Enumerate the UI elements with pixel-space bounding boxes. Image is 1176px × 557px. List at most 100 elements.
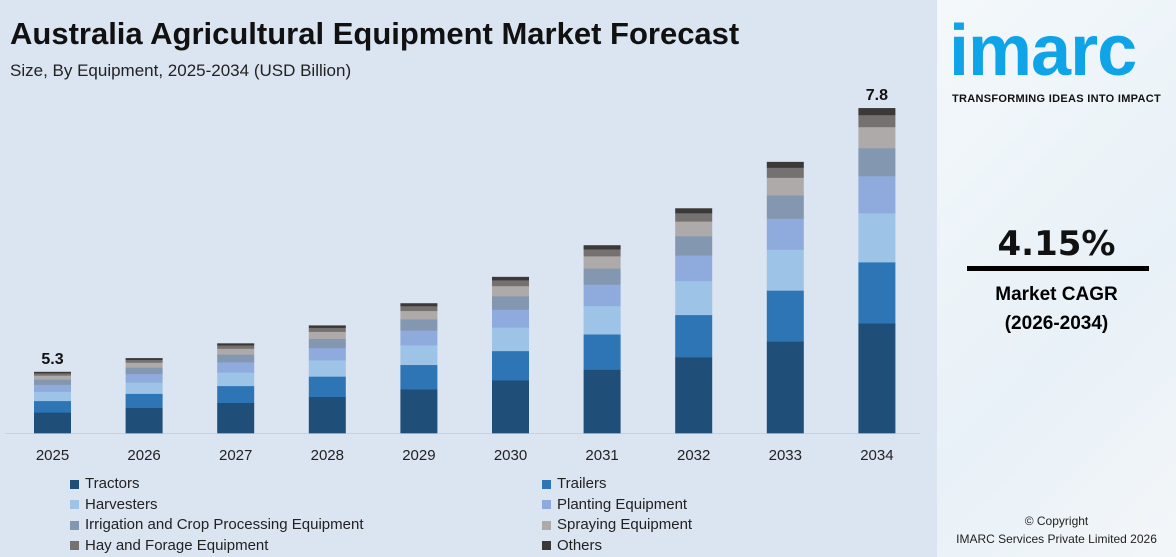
bar-segment-2025-spraying-equipment bbox=[34, 375, 71, 380]
data-label: 7.8 bbox=[866, 87, 888, 104]
x-tick-label: 2029 bbox=[402, 447, 435, 464]
company: IMARC Services Private Limited 2026 bbox=[956, 532, 1157, 546]
x-tick-label: 2031 bbox=[585, 447, 618, 464]
bar-segment-2031-tractors bbox=[583, 369, 621, 434]
legend-label: Irrigation and Crop Processing Equipment bbox=[85, 516, 364, 534]
legend-item: Planting Equipment bbox=[542, 496, 782, 515]
x-tick-label: 2027 bbox=[219, 447, 252, 464]
bar-segment-2027-trailers bbox=[217, 385, 255, 403]
bar-segment-2029-irrigation-and-crop-processing-equipment bbox=[400, 319, 438, 331]
bar-segment-2032-trailers bbox=[675, 314, 713, 358]
bar-segment-2033-hay-and-forage-equipment bbox=[766, 167, 804, 178]
bar-segment-2033-irrigation-and-crop-processing-equipment bbox=[766, 195, 804, 219]
bar-segment-2034-irrigation-and-crop-processing-equipment bbox=[858, 148, 896, 177]
bar-segment-2032-spraying-equipment bbox=[675, 221, 713, 237]
legend-swatch bbox=[542, 500, 551, 510]
legend-item: Others bbox=[542, 537, 782, 556]
bar-segment-2033-harvesters bbox=[766, 249, 804, 291]
x-tick-label: 2032 bbox=[677, 447, 710, 464]
bar-segment-2031-spraying-equipment bbox=[583, 256, 621, 269]
legend-swatch bbox=[542, 541, 551, 551]
bar-segment-2033-spraying-equipment bbox=[766, 177, 804, 196]
bar-segment-2032-tractors bbox=[675, 357, 713, 434]
legend-label: Spraying Equipment bbox=[557, 516, 693, 534]
legend-label: Others bbox=[557, 536, 603, 554]
bar-segment-2026-hay-and-forage-equipment bbox=[125, 359, 163, 363]
bar-segment-2026-harvesters bbox=[125, 382, 163, 394]
bar-segment-2034-harvesters bbox=[858, 213, 896, 263]
x-tick-label: 2034 bbox=[860, 447, 893, 464]
bar-segment-2026-planting-equipment bbox=[125, 373, 163, 383]
legend-swatch bbox=[70, 541, 79, 551]
bar-segment-2027-harvesters bbox=[217, 372, 255, 387]
bar-segment-2025-trailers bbox=[34, 400, 71, 413]
bar-segment-2028-harvesters bbox=[308, 360, 346, 377]
cagr-label: Market CAGR bbox=[995, 284, 1118, 305]
bar-segment-2028-spraying-equipment bbox=[308, 331, 346, 339]
legend-label: Planting Equipment bbox=[557, 495, 688, 513]
x-tick-label: 2026 bbox=[127, 447, 160, 464]
bar-segment-2027-tractors bbox=[217, 402, 255, 434]
bar-segment-2030-hay-and-forage-equipment bbox=[492, 280, 529, 287]
bar-segment-2029-tractors bbox=[400, 389, 438, 434]
bar-segment-2033-tractors bbox=[766, 341, 804, 434]
legend-label: Harvesters bbox=[85, 495, 158, 513]
bar-segment-2029-spraying-equipment bbox=[400, 310, 438, 320]
x-tick-label: 2025 bbox=[36, 447, 69, 464]
bar-segment-2034-hay-and-forage-equipment bbox=[858, 114, 896, 128]
x-tick-label: 2030 bbox=[494, 447, 527, 464]
bar-segment-2032-planting-equipment bbox=[675, 255, 713, 282]
x-tick-label: 2028 bbox=[311, 447, 344, 464]
legend: Tractors Trailers Harvesters Planting Equip… bbox=[70, 475, 770, 555]
bar-segment-2029-planting-equipment bbox=[400, 330, 438, 346]
legend-swatch bbox=[70, 520, 79, 530]
stacked-bar-chart: 2025 5.3 2026 2027 2028 2029 2030 2031 2032 2033 2… bbox=[5, 87, 920, 464]
legend-swatch bbox=[70, 479, 79, 489]
bar-segment-2027-hay-and-forage-equipment bbox=[217, 345, 255, 349]
tagline: TRANSFORMING IDEAS INTO IMPACT bbox=[951, 93, 1162, 105]
copyright: © Copyright bbox=[1024, 514, 1089, 528]
bar-segment-2030-others bbox=[492, 276, 529, 281]
legend-label: Hay and Forage Equipment bbox=[85, 536, 269, 554]
bar-segment-2026-trailers bbox=[125, 393, 163, 408]
bar-segment-2028-others bbox=[308, 325, 346, 328]
bar-segment-2034-others bbox=[858, 108, 896, 116]
cagr-period: (2026-2034) bbox=[1004, 313, 1109, 334]
bar-segment-2027-others bbox=[217, 343, 255, 346]
divider bbox=[967, 266, 1149, 271]
bar-segment-2034-planting-equipment bbox=[858, 175, 896, 214]
cagr-value: 4.15% bbox=[997, 224, 1116, 264]
bar-segment-2025-harvesters bbox=[34, 391, 71, 402]
bar-segment-2029-hay-and-forage-equipment bbox=[400, 305, 438, 312]
bar-segment-2033-trailers bbox=[766, 290, 804, 342]
bar-segment-2027-planting-equipment bbox=[217, 362, 255, 373]
bar-segment-2027-irrigation-and-crop-processing-equipment bbox=[217, 354, 255, 363]
legend-item: Harvesters bbox=[70, 496, 542, 515]
chart-title: Australia Agricultural Equipment Market … bbox=[10, 16, 740, 51]
legend-swatch bbox=[542, 479, 551, 489]
bar-segment-2027-spraying-equipment bbox=[217, 348, 255, 355]
legend-item: Tractors bbox=[70, 475, 542, 494]
bar-segment-2032-others bbox=[675, 208, 713, 214]
bar-segment-2031-irrigation-and-crop-processing-equipment bbox=[583, 268, 621, 285]
legend-item: Irrigation and Crop Processing Equipment bbox=[70, 516, 542, 535]
bar-segment-2032-hay-and-forage-equipment bbox=[675, 213, 713, 222]
bar-segment-2031-trailers bbox=[583, 334, 621, 370]
bar-segment-2026-tractors bbox=[125, 407, 163, 434]
legend-label: Trailers bbox=[557, 475, 607, 493]
bar-segment-2034-tractors bbox=[858, 323, 896, 434]
bar-segment-2025-planting-equipment bbox=[34, 384, 71, 392]
legend-item: Spraying Equipment bbox=[542, 516, 782, 535]
bar-segment-2028-tractors bbox=[308, 396, 346, 434]
bar-segment-2033-planting-equipment bbox=[766, 218, 804, 250]
bar-segment-2030-spraying-equipment bbox=[492, 285, 529, 297]
chart-subtitle: Size, By Equipment, 2025-2034 (USD Billi… bbox=[10, 61, 352, 80]
bar-segment-2030-tractors bbox=[492, 380, 529, 434]
bar-segment-2031-others bbox=[583, 245, 621, 250]
bar-segment-2028-planting-equipment bbox=[308, 347, 346, 361]
bar-segment-2029-others bbox=[400, 303, 438, 307]
side-panel: imarc TRANSFORMING IDEAS INTO IMPACT 4.1… bbox=[937, 0, 1176, 557]
data-label: 5.3 bbox=[41, 351, 63, 368]
legend-swatch bbox=[542, 520, 551, 530]
legend-item: Hay and Forage Equipment bbox=[70, 537, 542, 556]
